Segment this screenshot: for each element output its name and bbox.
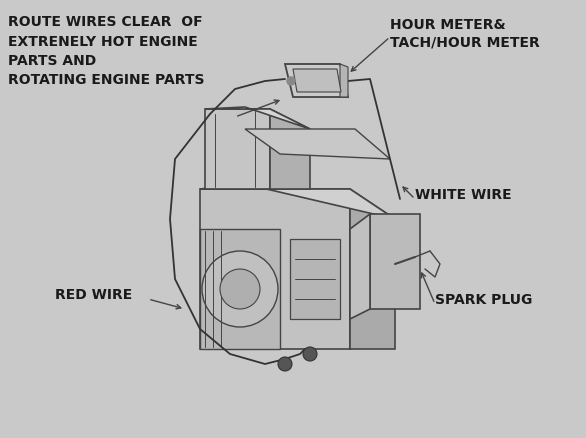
Circle shape xyxy=(287,78,295,86)
Polygon shape xyxy=(200,230,280,349)
Polygon shape xyxy=(205,108,310,130)
Circle shape xyxy=(202,251,278,327)
Polygon shape xyxy=(290,240,340,319)
Polygon shape xyxy=(270,110,310,190)
Polygon shape xyxy=(205,110,270,190)
Text: RED WIRE: RED WIRE xyxy=(55,287,132,301)
Polygon shape xyxy=(350,190,395,349)
Polygon shape xyxy=(245,130,390,159)
Polygon shape xyxy=(340,65,348,98)
Circle shape xyxy=(220,269,260,309)
Text: ROUTE WIRES CLEAR  OF
EXTRENELY HOT ENGINE
PARTS AND
ROTATING ENGINE PARTS: ROUTE WIRES CLEAR OF EXTRENELY HOT ENGIN… xyxy=(8,15,205,87)
Text: WHITE WIRE: WHITE WIRE xyxy=(415,187,512,201)
Text: HOUR METER&: HOUR METER& xyxy=(390,18,506,32)
Polygon shape xyxy=(200,190,350,349)
Polygon shape xyxy=(293,70,341,93)
Polygon shape xyxy=(200,184,395,219)
Polygon shape xyxy=(370,215,420,309)
Circle shape xyxy=(303,347,317,361)
Text: TACH/HOUR METER: TACH/HOUR METER xyxy=(390,35,540,49)
Text: SPARK PLUG: SPARK PLUG xyxy=(435,292,532,306)
Polygon shape xyxy=(285,65,348,98)
Circle shape xyxy=(278,357,292,371)
Polygon shape xyxy=(350,215,370,319)
